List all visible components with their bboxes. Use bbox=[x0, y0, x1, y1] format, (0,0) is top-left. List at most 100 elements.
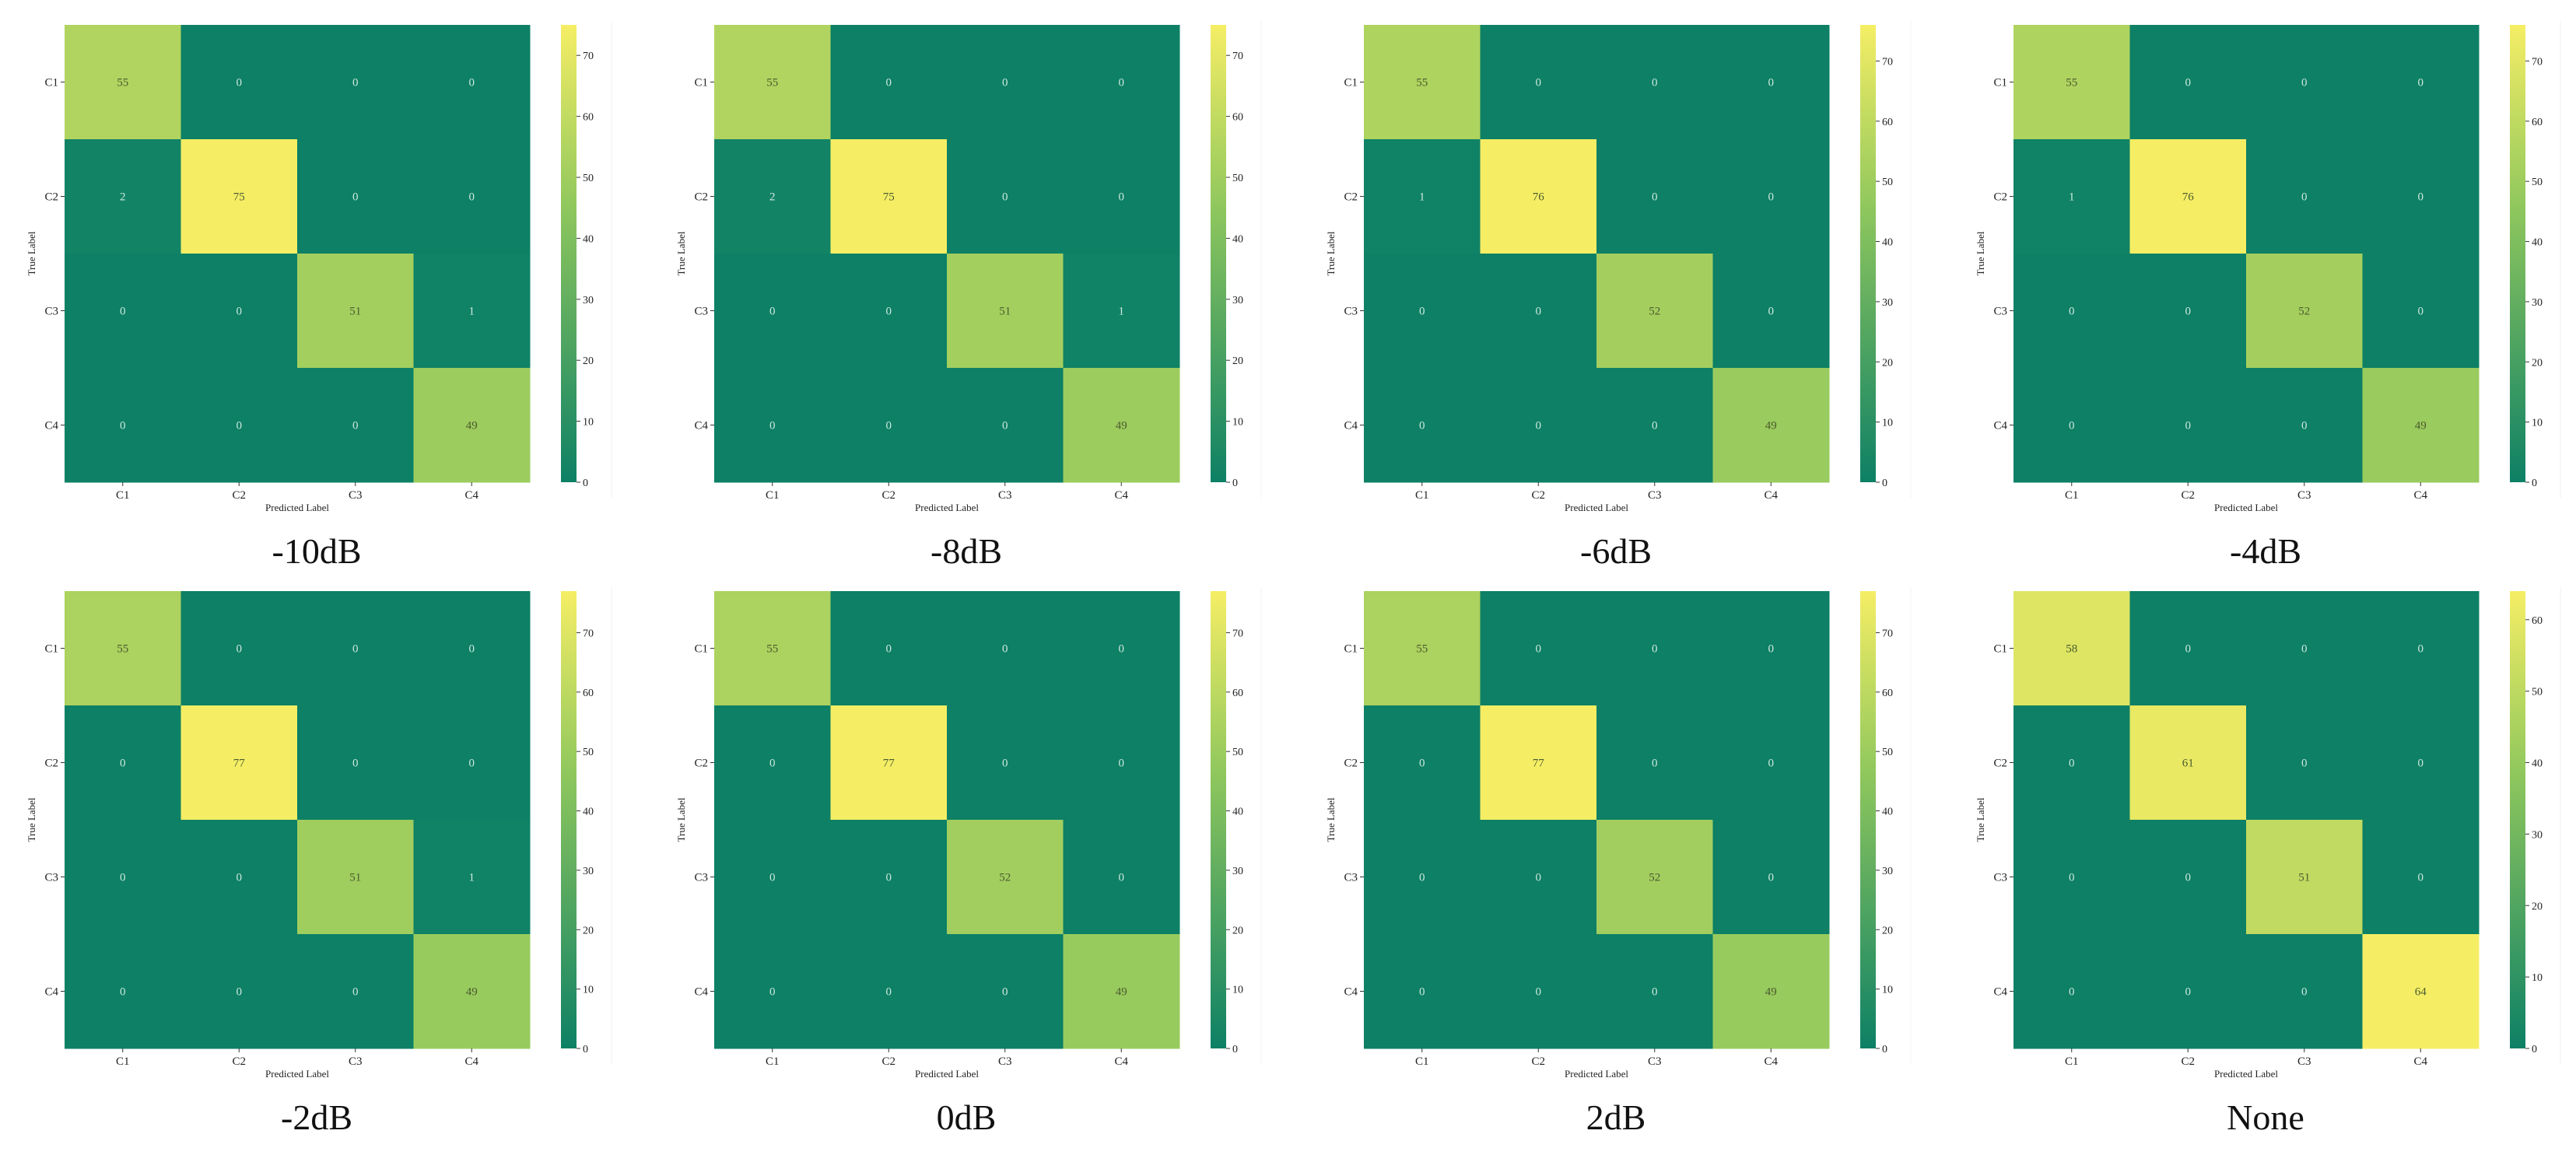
cell-value: 1 bbox=[2069, 191, 2075, 204]
colorbar-tick-label: 40 bbox=[1882, 807, 1893, 818]
x-tick-label: C3 bbox=[1648, 1055, 1662, 1068]
heatmap-cell bbox=[180, 368, 298, 483]
heatmap-cell bbox=[2246, 254, 2363, 369]
colorbar-tick-label: 10 bbox=[1882, 985, 1893, 996]
colorbar bbox=[1860, 25, 1876, 482]
heatmap-cell bbox=[1364, 254, 1481, 369]
cell-value: 0 bbox=[469, 758, 475, 770]
cell-value: 0 bbox=[2301, 191, 2308, 204]
heatmap-cell bbox=[2362, 139, 2480, 254]
cell-value: 0 bbox=[1002, 420, 1008, 432]
x-tick-label: C4 bbox=[2413, 1055, 2427, 1068]
colorbar-tick-label: 20 bbox=[1232, 355, 1243, 367]
colorbar-tick-label: 30 bbox=[1232, 295, 1243, 306]
colorbar-tick-label: 70 bbox=[583, 51, 594, 62]
x-tick-label: C3 bbox=[1648, 489, 1662, 502]
y-tick-label: C4 bbox=[694, 420, 708, 432]
colorbar-tick-label: 50 bbox=[1882, 177, 1893, 188]
colorbar-tick-label: 60 bbox=[1882, 688, 1893, 699]
heatmap-cell bbox=[1063, 820, 1180, 935]
heatmap-cell bbox=[297, 25, 414, 140]
x-axis-title: Predicted Label bbox=[2214, 1068, 2278, 1080]
colorbar-tick-label: 30 bbox=[583, 295, 594, 306]
colorbar-tick-label: 50 bbox=[1882, 747, 1893, 758]
y-tick-label: C3 bbox=[1993, 872, 2007, 884]
heatmap-cell bbox=[1063, 254, 1180, 369]
cell-value: 0 bbox=[1768, 758, 1775, 770]
y-tick-label: C1 bbox=[1344, 77, 1358, 89]
cell-value: 2 bbox=[769, 191, 776, 204]
heatmap-cell bbox=[297, 705, 414, 821]
heatmap-cell bbox=[947, 820, 1064, 935]
heatmap-cell bbox=[830, 591, 948, 706]
colorbar-tick-label: 60 bbox=[2532, 615, 2543, 627]
x-tick-label: C1 bbox=[2065, 489, 2079, 502]
cell-value: 0 bbox=[769, 306, 776, 318]
colorbar-tick-label: 40 bbox=[2532, 237, 2543, 249]
heatmap-cell bbox=[2246, 934, 2363, 1049]
colorbar-tick-label: 40 bbox=[1882, 237, 1893, 249]
colorbar-tick-label: 40 bbox=[583, 233, 594, 245]
cell-value: 0 bbox=[237, 77, 243, 89]
colorbar bbox=[561, 591, 577, 1048]
heatmap-cell bbox=[1712, 934, 1830, 1049]
colorbar-tick-label: 60 bbox=[583, 688, 594, 699]
heatmap-cell bbox=[413, 25, 531, 140]
heatmap-cell bbox=[830, 25, 948, 140]
colorbar-tick-label: 30 bbox=[2532, 829, 2543, 841]
panel-caption: -6dB bbox=[1580, 531, 1652, 571]
heatmap-cell bbox=[1596, 934, 1713, 1049]
cell-value: 55 bbox=[1416, 77, 1428, 89]
x-tick-label: C1 bbox=[766, 489, 780, 502]
heatmap-cell bbox=[1596, 368, 1713, 483]
colorbar-tick-label: 70 bbox=[1882, 628, 1893, 639]
heatmap-cell bbox=[65, 705, 181, 821]
x-tick-label: C2 bbox=[881, 1055, 895, 1068]
heatmap-cell bbox=[1364, 705, 1481, 821]
heatmap-cell bbox=[830, 934, 948, 1049]
cell-value: 0 bbox=[1536, 872, 1542, 884]
cell-value: 0 bbox=[1119, 191, 1125, 204]
cell-value: 0 bbox=[2301, 986, 2308, 999]
colorbar-tick-label: 10 bbox=[583, 985, 594, 996]
cell-value: 0 bbox=[1536, 643, 1542, 656]
heatmap-cell bbox=[1596, 820, 1713, 935]
colorbar-tick-label: 0 bbox=[1232, 478, 1238, 489]
y-axis-title: True Label bbox=[1975, 231, 1986, 275]
cell-value: 0 bbox=[2418, 643, 2424, 656]
cell-value: 49 bbox=[1765, 420, 1777, 432]
heatmap-cell bbox=[947, 591, 1064, 706]
heatmap-cell bbox=[2013, 591, 2130, 706]
cell-value: 0 bbox=[237, 986, 243, 999]
heatmap-cell bbox=[65, 368, 181, 483]
heatmap-cell bbox=[1364, 25, 1481, 140]
y-tick-label: C2 bbox=[1344, 191, 1358, 204]
colorbar-tick-label: 0 bbox=[1882, 478, 1887, 489]
heatmap-cell bbox=[1596, 591, 1713, 706]
colorbar-tick-label: 10 bbox=[2532, 972, 2543, 984]
heatmap-cell bbox=[1364, 591, 1481, 706]
heatmap-cell bbox=[2129, 139, 2247, 254]
heatmap-panel-8: 58 0 0 0 0 61 0 0 0 0 51 0 0 0 0 64 C1 C2 C3 C4 C1 C2 C3 C4 Pred… bbox=[1975, 587, 2561, 1137]
cell-value: 49 bbox=[466, 986, 478, 999]
y-tick-label: C3 bbox=[1993, 306, 2007, 318]
cell-value: 0 bbox=[2185, 77, 2192, 89]
heatmap-cell bbox=[2129, 820, 2247, 935]
cell-value: 0 bbox=[237, 420, 243, 432]
heatmap-cell bbox=[2013, 820, 2130, 935]
x-tick-label: C1 bbox=[1415, 1055, 1429, 1068]
cell-value: 77 bbox=[233, 758, 246, 770]
colorbar-tick-label: 70 bbox=[583, 628, 594, 639]
heatmap-cell bbox=[2362, 591, 2480, 706]
colorbar bbox=[1860, 591, 1876, 1048]
colorbar-tick-label: 70 bbox=[1232, 51, 1243, 62]
y-tick-label: C3 bbox=[694, 306, 708, 318]
heatmap-cell bbox=[714, 368, 831, 483]
heatmap-cell bbox=[1596, 254, 1713, 369]
heatmap-panel-4: 55 0 0 0 1 76 0 0 0 0 52 0 0 0 0 49 C1 C2 C3 C4 C1 C2 C3 C4 Pred… bbox=[1975, 21, 2561, 571]
heatmap-cell bbox=[714, 591, 831, 706]
y-tick-label: C3 bbox=[694, 872, 708, 884]
colorbar-tick-label: 70 bbox=[1882, 56, 1893, 68]
